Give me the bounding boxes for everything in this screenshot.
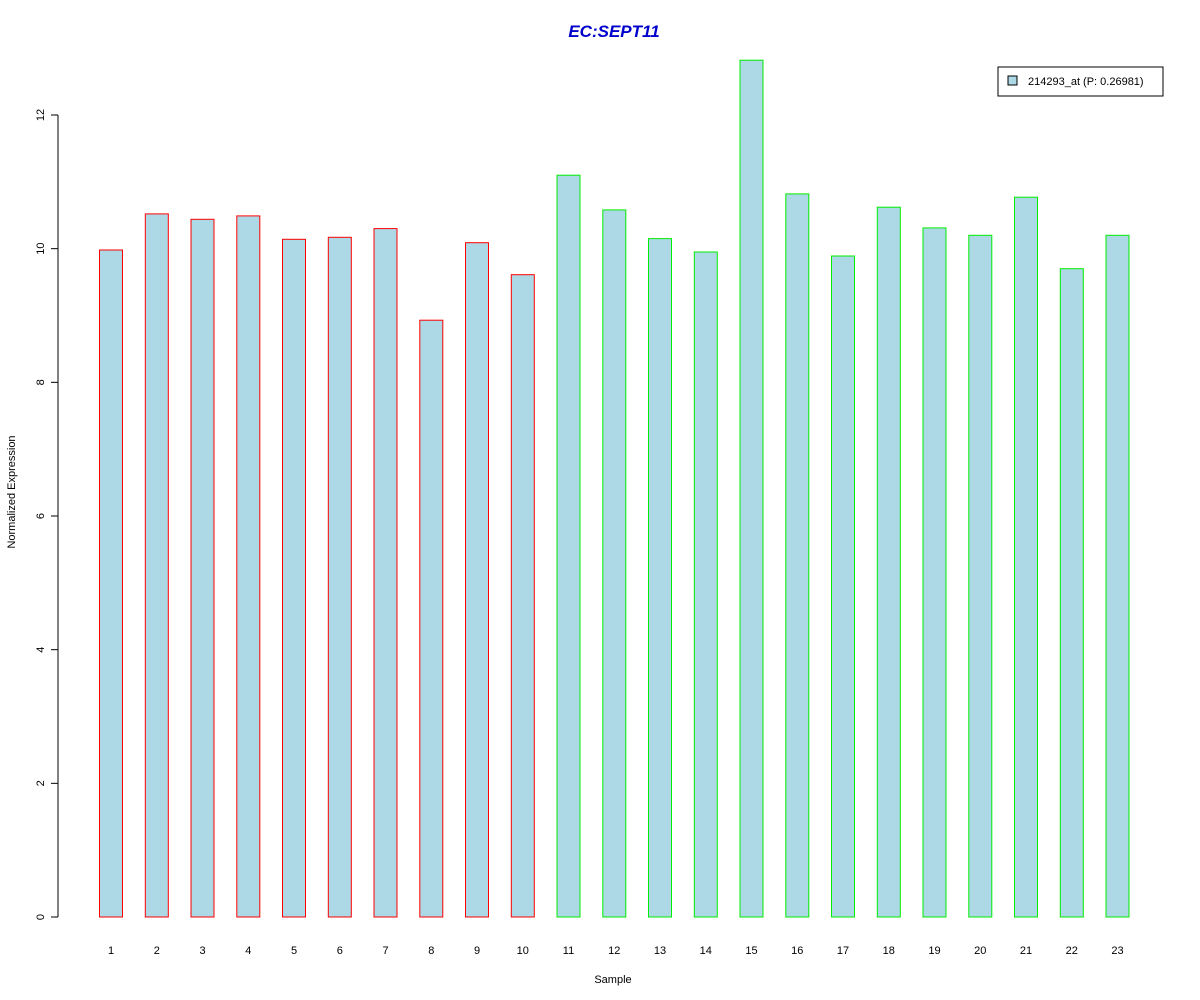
y-tick-label: 8 <box>35 379 47 385</box>
bar-sample-7 <box>374 229 397 917</box>
bar-sample-17 <box>832 256 855 917</box>
bar-sample-5 <box>283 239 306 917</box>
x-tick-label: 16 <box>791 945 803 957</box>
x-tick-label: 1 <box>108 945 114 957</box>
y-axis: 0 2 4 6 8 10 12 <box>35 109 58 920</box>
y-tick-label: 6 <box>35 513 47 519</box>
x-tick-label: 20 <box>974 945 986 957</box>
bar-sample-9 <box>466 243 489 917</box>
x-tick-label: 6 <box>337 945 343 957</box>
x-tick-label: 12 <box>608 945 620 957</box>
y-axis-label: Normalized Expression <box>6 435 18 548</box>
x-tick-label: 23 <box>1111 945 1123 957</box>
legend-swatch <box>1008 76 1017 85</box>
x-tick-label: 17 <box>837 945 849 957</box>
x-tick-label: 10 <box>517 945 529 957</box>
x-tick-label: 19 <box>928 945 940 957</box>
bars-group <box>100 60 1130 917</box>
bar-sample-15 <box>740 60 763 917</box>
bar-sample-13 <box>649 239 672 917</box>
y-tick-label: 0 <box>35 914 47 920</box>
x-tick-label: 3 <box>199 945 205 957</box>
y-tick-label: 10 <box>35 243 47 255</box>
x-tick-label: 9 <box>474 945 480 957</box>
x-tick-label: 4 <box>245 945 251 957</box>
x-tick-label: 2 <box>154 945 160 957</box>
x-tick-label: 21 <box>1020 945 1032 957</box>
bar-sample-11 <box>557 175 580 917</box>
x-axis-label: Sample <box>594 974 631 986</box>
x-tick-label: 5 <box>291 945 297 957</box>
y-tick-label: 4 <box>35 647 47 653</box>
bar-sample-3 <box>191 219 214 917</box>
x-tick-label: 14 <box>700 945 712 957</box>
bar-sample-22 <box>1060 269 1083 917</box>
x-axis: 1 2 3 4 5 6 7 8 9 10 11 12 13 14 15 16 17 18 19 20 21 22 23 <box>108 945 1124 957</box>
x-tick-label: 7 <box>382 945 388 957</box>
bar-sample-4 <box>237 216 260 917</box>
bar-sample-20 <box>969 235 992 917</box>
legend: 214293_at (P: 0.26981) <box>998 67 1163 96</box>
bar-sample-14 <box>694 252 717 917</box>
x-tick-label: 18 <box>883 945 895 957</box>
bar-sample-8 <box>420 320 443 917</box>
y-tick-label: 12 <box>35 109 47 121</box>
bar-sample-1 <box>100 250 123 917</box>
bar-sample-2 <box>145 214 168 917</box>
x-tick-label: 13 <box>654 945 666 957</box>
bar-sample-12 <box>603 210 626 917</box>
legend-label: 214293_at (P: 0.26981) <box>1028 76 1144 88</box>
y-tick-label: 2 <box>35 780 47 786</box>
bar-sample-23 <box>1106 235 1129 917</box>
bar-sample-6 <box>328 237 351 917</box>
bar-sample-19 <box>923 228 946 917</box>
bar-sample-16 <box>786 194 809 917</box>
chart-title: EC:SEPT11 <box>568 22 659 41</box>
bar-sample-10 <box>511 275 534 917</box>
x-tick-label: 15 <box>745 945 757 957</box>
x-tick-label: 22 <box>1066 945 1078 957</box>
bar-sample-18 <box>877 207 900 917</box>
x-tick-label: 8 <box>428 945 434 957</box>
x-tick-label: 11 <box>563 945 574 957</box>
bar-sample-21 <box>1015 197 1038 917</box>
